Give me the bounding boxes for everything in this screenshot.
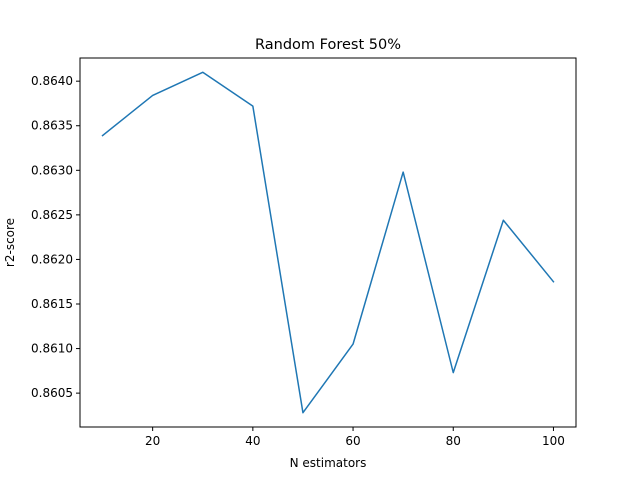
y-tick-label: 0.8620 [31, 252, 73, 266]
y-axis-label: r2-score [3, 218, 17, 267]
x-tick-label: 20 [145, 434, 160, 448]
y-tick-label: 0.8630 [31, 163, 73, 177]
y-tick-label: 0.8615 [31, 297, 73, 311]
x-tick-label: 100 [542, 434, 565, 448]
y-tick-label: 0.8640 [31, 74, 73, 88]
y-axis-ticks: 0.8605 0.8610 0.8615 0.8620 0.8625 0.8630 0.86… [31, 74, 80, 400]
chart-title: Random Forest 50% [255, 37, 401, 53]
y-tick-label: 0.8605 [31, 386, 73, 400]
series-line [101, 71, 555, 414]
x-tick-label: 60 [345, 434, 360, 448]
y-tick-label: 0.8635 [31, 119, 73, 133]
y-tick-label: 0.8625 [31, 208, 73, 222]
y-tick-label: 0.8610 [31, 342, 73, 356]
axes-frame [79, 57, 577, 428]
x-tick-label: 40 [245, 434, 260, 448]
x-tick-label: 80 [446, 434, 461, 448]
x-axis-label: N estimators [290, 456, 367, 470]
x-axis-ticks: 20 40 60 80 100 [145, 427, 565, 448]
plot-area [101, 71, 555, 414]
